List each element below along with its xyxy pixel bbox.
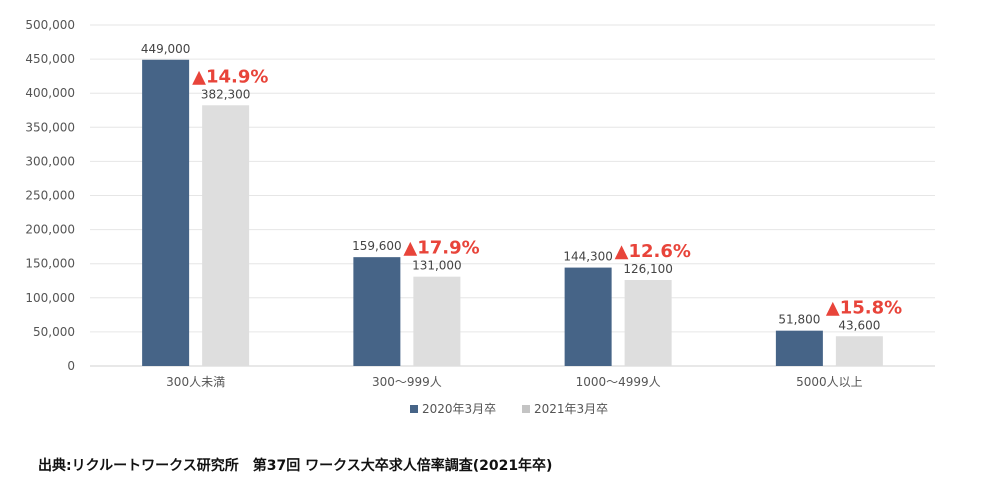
bar <box>835 336 883 366</box>
y-tick-label: 350,000 <box>25 120 75 134</box>
change-annotation: ▲15.8% <box>826 297 902 318</box>
change-annotation: ▲12.6% <box>615 241 691 262</box>
x-tick-label: 300〜999人 <box>372 375 442 389</box>
legend-swatch <box>522 405 530 413</box>
bar <box>142 59 190 366</box>
data-label: 131,000 <box>412 259 462 273</box>
x-tick-label: 5000人以上 <box>796 375 863 389</box>
data-label: 43,600 <box>838 318 880 332</box>
data-label: 449,000 <box>141 42 191 56</box>
x-tick-label: 300人未満 <box>166 375 225 389</box>
y-tick-label: 150,000 <box>25 257 75 271</box>
y-tick-label: 450,000 <box>25 52 75 66</box>
bar <box>353 257 401 366</box>
change-annotation: ▲14.9% <box>192 66 268 87</box>
bar <box>413 276 461 366</box>
data-label: 51,800 <box>778 313 820 327</box>
y-tick-label: 500,000 <box>25 18 75 32</box>
y-tick-label: 250,000 <box>25 189 75 203</box>
bar <box>775 330 823 366</box>
data-label: 159,600 <box>352 239 402 253</box>
data-label: 382,300 <box>201 87 251 101</box>
data-label: 126,100 <box>623 262 673 276</box>
legend: 2020年3月卒 2021年3月卒 <box>410 402 608 416</box>
bar <box>564 267 612 366</box>
legend-label: 2021年3月卒 <box>534 402 608 416</box>
y-axis: 0 50,000 100,000 150,000 200,000 250,000 300,0… <box>25 18 75 373</box>
y-tick-label: 400,000 <box>25 86 75 100</box>
legend-swatch <box>410 405 418 413</box>
bar <box>624 279 672 366</box>
bar <box>202 105 250 367</box>
y-tick-label: 200,000 <box>25 223 75 237</box>
y-tick-label: 100,000 <box>25 291 75 305</box>
data-label: 144,300 <box>563 250 613 264</box>
bar-chart: 0 50,000 100,000 150,000 200,000 250,000 300,0… <box>25 18 935 416</box>
y-tick-label: 0 <box>67 359 75 373</box>
x-tick-label: 1000〜4999人 <box>576 375 661 389</box>
bars: 449,000 382,300▲14.9% 159,600 131,000▲17.9%… <box>141 42 902 367</box>
source-note: 出典:リクルートワークス研究所 第37回 ワークス大卒求人倍率調査(2021年卒… <box>38 458 553 474</box>
x-axis: 300人未満 300〜999人 1000〜4999人 5000人以上 <box>166 375 862 389</box>
change-annotation: ▲17.9% <box>403 238 479 259</box>
y-tick-label: 300,000 <box>25 154 75 168</box>
legend-label: 2020年3月卒 <box>422 402 496 416</box>
y-tick-label: 50,000 <box>33 325 75 339</box>
